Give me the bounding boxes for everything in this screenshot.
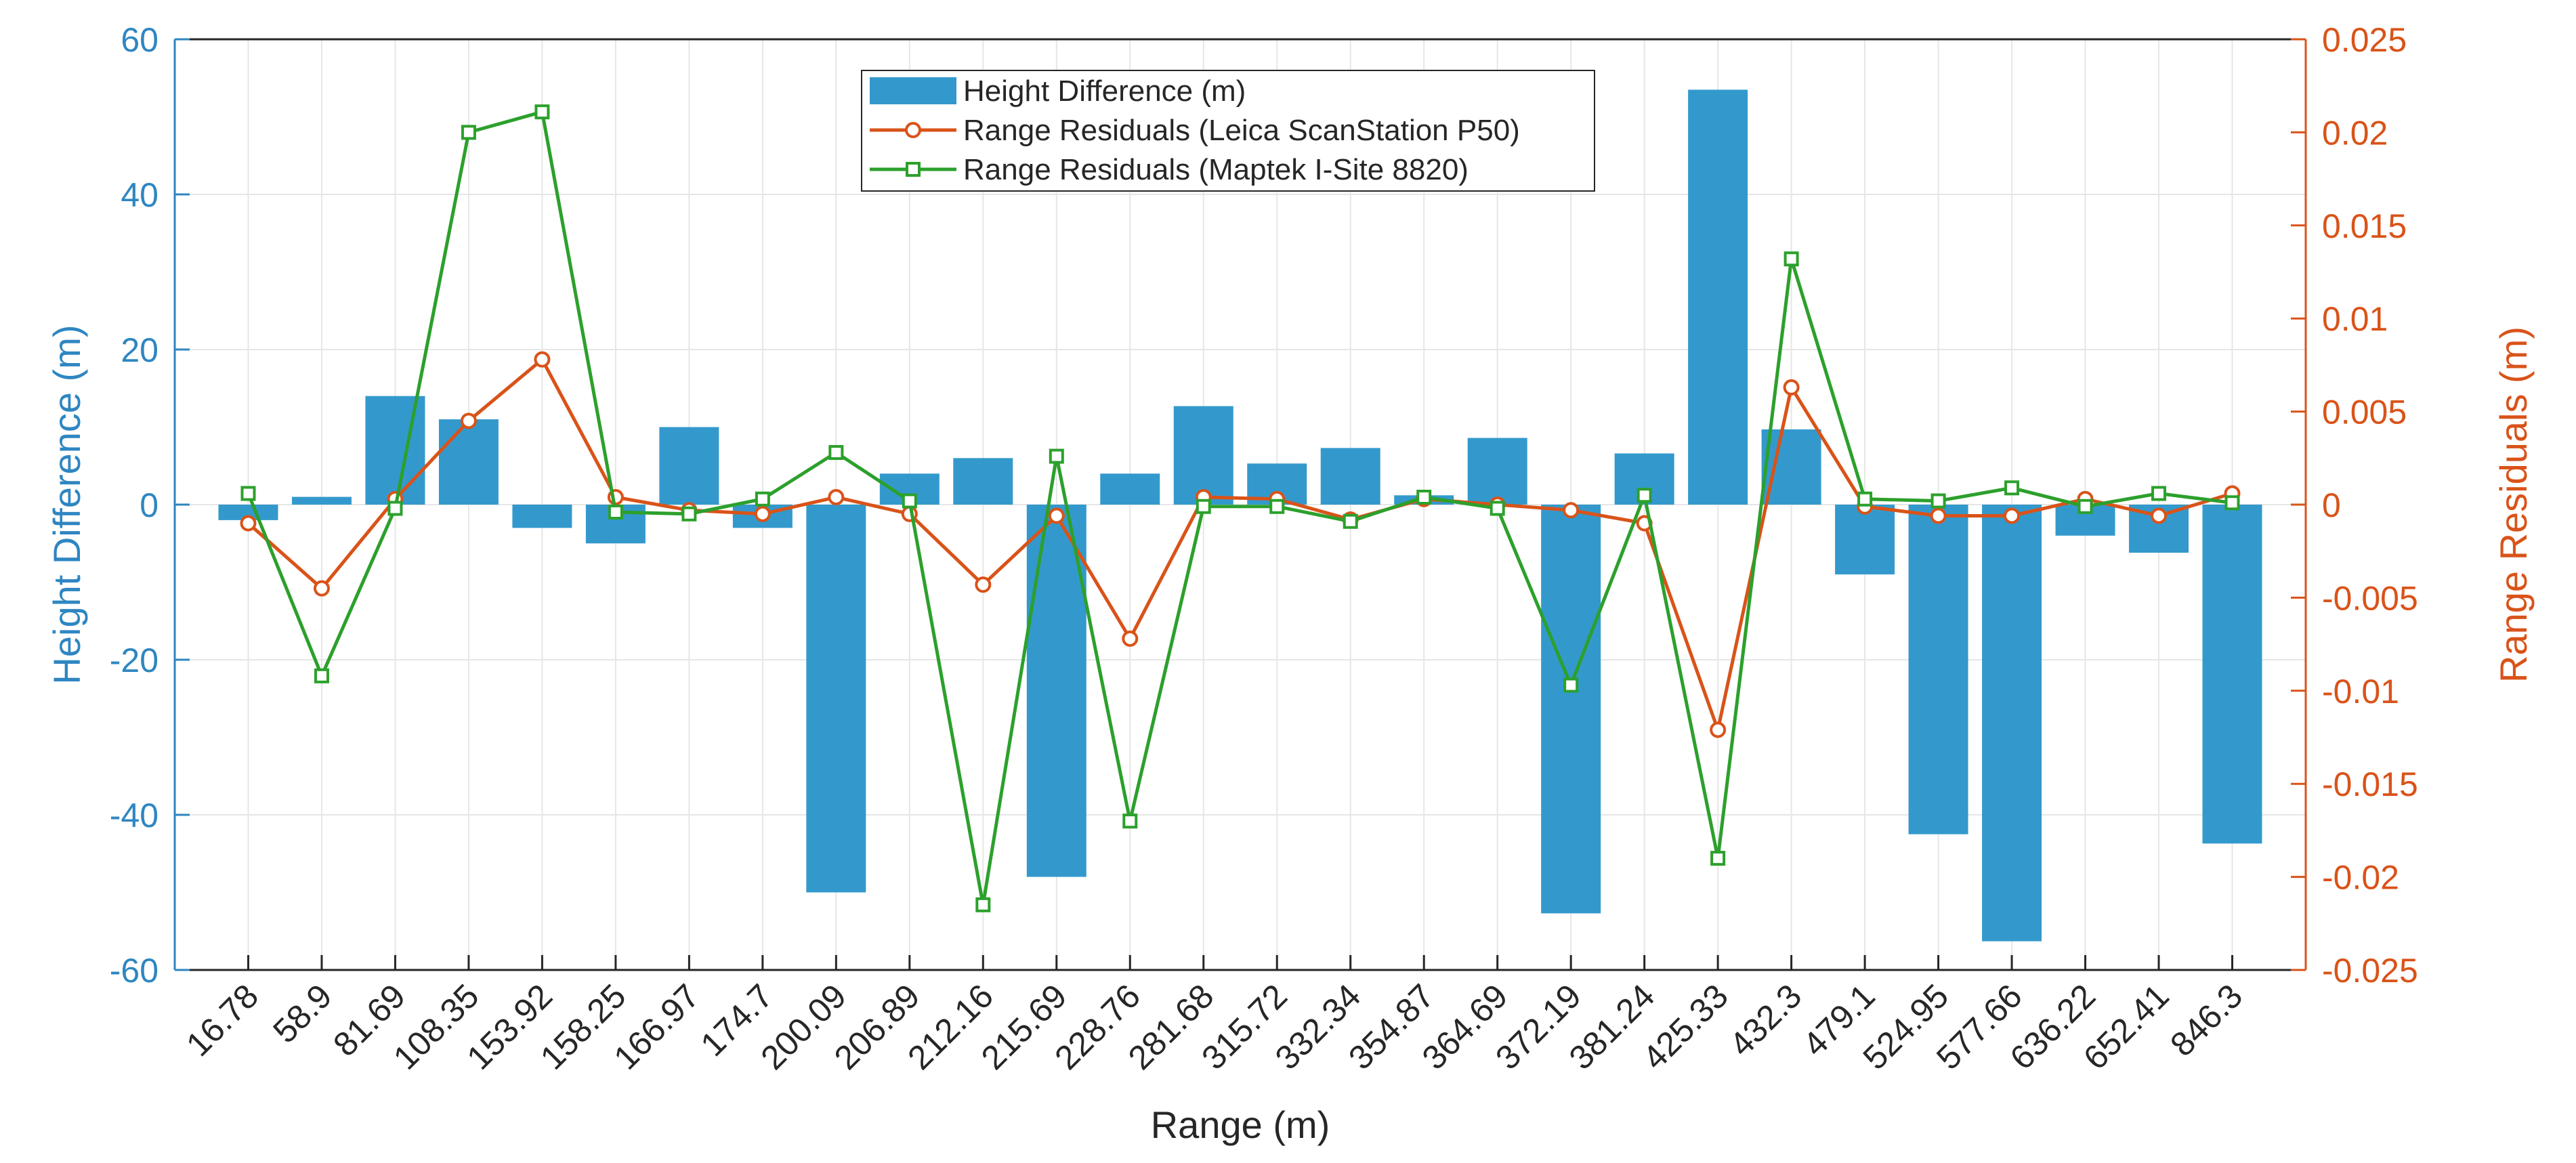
- bar-height-difference: [1173, 406, 1233, 505]
- legend-label: Height Difference (m): [963, 75, 1246, 108]
- legend-swatch-bar: [870, 77, 956, 104]
- legend-swatch-marker: [906, 162, 921, 177]
- bar-height-difference: [291, 496, 352, 505]
- point-residuals-maptek: [755, 491, 770, 507]
- point-residuals-maptek: [975, 897, 991, 912]
- bar-height-difference: [1467, 438, 1527, 505]
- right-tick-label: 0.005: [2322, 394, 2407, 431]
- bar-height-difference: [806, 505, 866, 893]
- left-tick-label: 20: [121, 331, 159, 369]
- right-tick-label: 0.025: [2322, 21, 2407, 59]
- line-residuals-leica: [247, 356, 2233, 736]
- point-residuals-leica: [975, 576, 992, 593]
- bar-series-height-difference: [218, 89, 2262, 942]
- point-residuals-leica: [1048, 507, 1065, 524]
- point-residuals-maptek: [681, 506, 697, 522]
- bar-height-difference: [218, 505, 278, 520]
- point-residuals-maptek: [1416, 490, 1432, 505]
- bar-height-difference: [1541, 505, 1601, 914]
- bar-height-difference: [438, 419, 499, 505]
- x-axis-title: Range (m): [1151, 1103, 1330, 1146]
- left-tick-label: -60: [110, 952, 159, 990]
- bar-height-difference: [1026, 505, 1086, 877]
- legend-label: Range Residuals (Leica ScanStation P50): [963, 114, 1520, 147]
- legend: Height Difference (m) Range Residuals (Le…: [861, 70, 1595, 192]
- point-residuals-maptek: [2224, 495, 2240, 511]
- bar-height-difference: [1761, 429, 1821, 505]
- point-residuals-maptek: [1930, 493, 1946, 509]
- right-tick-label: -0.01: [2322, 673, 2399, 711]
- point-residuals-maptek: [1196, 499, 1211, 514]
- bar-height-difference: [1835, 505, 1895, 575]
- left-tick-label: -20: [110, 641, 159, 679]
- bar-height-difference: [1100, 473, 1160, 505]
- right-tick-label: 0.01: [2322, 300, 2388, 338]
- point-residuals-maptek: [902, 493, 917, 509]
- point-residuals-leica: [313, 580, 330, 597]
- bar-height-difference: [512, 505, 572, 528]
- point-residuals-maptek: [1783, 251, 1799, 267]
- right-axis-title: Range Residuals (m): [2492, 326, 2535, 683]
- right-tick-label: 0.015: [2322, 207, 2407, 245]
- point-residuals-maptek: [314, 668, 329, 683]
- point-residuals-maptek: [2151, 486, 2167, 501]
- point-residuals-maptek: [1490, 501, 1505, 516]
- point-residuals-maptek: [534, 104, 550, 120]
- point-residuals-leica: [2151, 507, 2168, 524]
- point-residuals-maptek: [1269, 499, 1285, 514]
- right-tick-label: -0.025: [2322, 952, 2418, 990]
- point-residuals-maptek: [2004, 480, 2020, 496]
- right-tick-label: -0.005: [2322, 579, 2418, 617]
- point-residuals-maptek: [2077, 499, 2093, 514]
- point-residuals-leica: [1563, 502, 1580, 519]
- point-residuals-maptek: [1122, 813, 1138, 829]
- bar-height-difference: [1982, 505, 2042, 942]
- bar-height-difference: [365, 396, 425, 505]
- point-residuals-maptek: [1563, 677, 1579, 693]
- line-residuals-maptek: [247, 110, 2233, 906]
- right-tick-label: -0.015: [2322, 765, 2418, 803]
- right-tick-label: 0.02: [2322, 114, 2388, 152]
- bar-height-difference: [1688, 89, 1748, 505]
- point-residuals-maptek: [461, 125, 476, 140]
- point-residuals-maptek: [1637, 488, 1652, 503]
- left-tick-label: -40: [110, 797, 159, 834]
- point-residuals-maptek: [240, 486, 256, 501]
- point-residuals-leica: [1122, 630, 1139, 647]
- point-residuals-leica: [754, 505, 771, 522]
- point-residuals-leica: [534, 351, 551, 368]
- point-residuals-maptek: [1857, 491, 1873, 507]
- point-residuals-leica: [1783, 379, 1800, 396]
- left-tick-label: 40: [121, 176, 159, 214]
- left-axis-title: Height Difference (m): [45, 324, 88, 684]
- point-residuals-leica: [2004, 507, 2021, 524]
- bar-height-difference: [2202, 505, 2262, 844]
- point-residuals-leica: [240, 515, 257, 532]
- point-residuals-leica: [1710, 721, 1727, 738]
- left-tick-label: 60: [121, 21, 159, 59]
- bar-height-difference: [1320, 448, 1380, 505]
- point-residuals-maptek: [387, 501, 403, 516]
- point-residuals-leica: [828, 489, 845, 506]
- point-residuals-maptek: [608, 504, 623, 520]
- legend-swatch-marker: [905, 122, 921, 138]
- bar-height-difference: [1908, 505, 1968, 834]
- left-tick-label: 0: [140, 486, 159, 524]
- bar-height-difference: [953, 458, 1013, 505]
- point-residuals-maptek: [1049, 448, 1064, 464]
- legend-label: Range Residuals (Maptek I-Site 8820): [963, 153, 1469, 186]
- line-series-layer: [240, 104, 2241, 912]
- point-residuals-maptek: [828, 445, 844, 461]
- bar-height-difference: [659, 427, 719, 505]
- point-residuals-maptek: [1343, 513, 1358, 529]
- legend-box: [861, 70, 1595, 192]
- right-tick-label: 0: [2322, 486, 2341, 524]
- point-residuals-maptek: [1710, 851, 1726, 866]
- point-residuals-leica: [1930, 507, 1947, 524]
- point-residuals-leica: [460, 413, 477, 429]
- right-tick-label: -0.02: [2322, 859, 2399, 897]
